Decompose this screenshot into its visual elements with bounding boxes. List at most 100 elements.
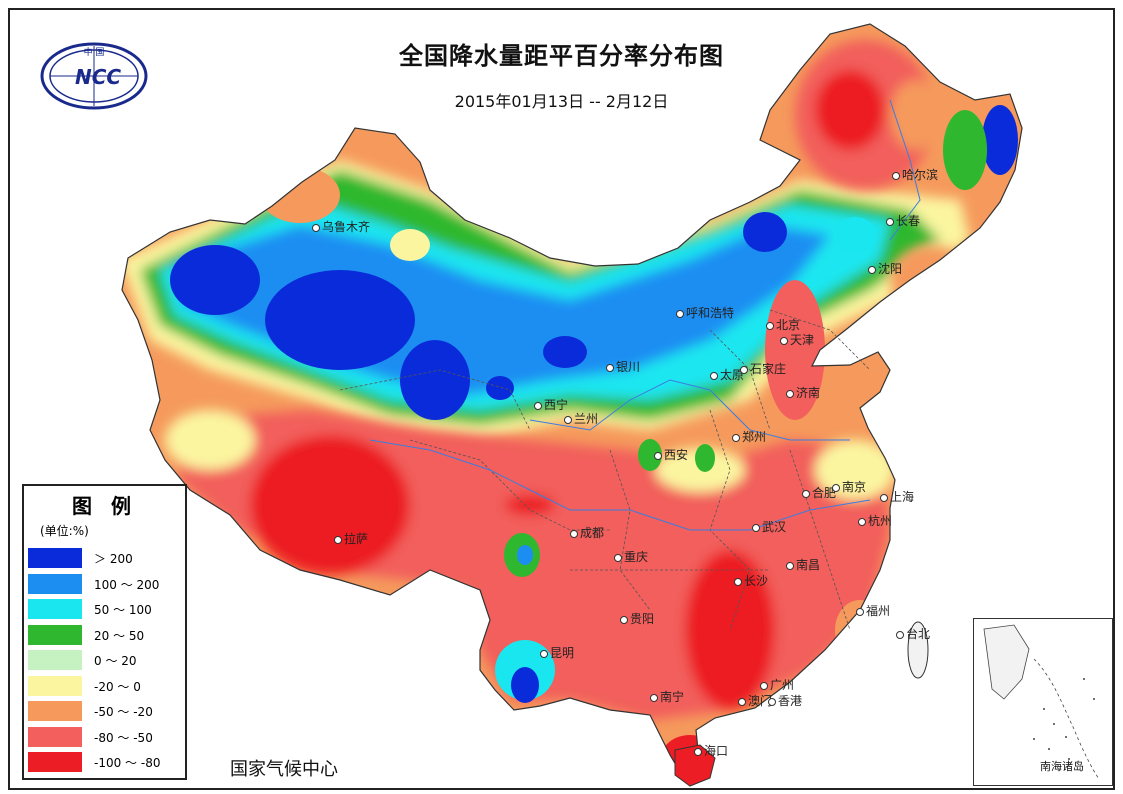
city-marker-icon xyxy=(856,607,864,616)
city-label: 长春 xyxy=(886,212,920,229)
legend-label: ＞ 200 xyxy=(94,552,133,566)
credit-text: 国家气候中心 xyxy=(230,759,338,780)
legend-item: 50 ～ 100 xyxy=(28,599,183,619)
ncc-logo: 中 国 NCC xyxy=(38,40,150,112)
city-label: 上海 xyxy=(880,488,914,505)
city-marker-icon xyxy=(752,523,760,532)
city-marker-icon xyxy=(620,615,628,624)
legend-title: 图 例 xyxy=(72,494,137,518)
city-label: 哈尔滨 xyxy=(892,166,938,183)
city-name: 沈阳 xyxy=(878,262,903,276)
map-frame xyxy=(8,8,1115,790)
city-name: 台北 xyxy=(906,627,931,641)
city-marker-icon xyxy=(654,451,662,460)
city-name: 长沙 xyxy=(744,574,769,588)
city-marker-icon xyxy=(740,365,748,374)
city-label: 杭州 xyxy=(858,512,892,529)
legend-item: -50 ～ -20 xyxy=(28,701,183,721)
city-name: 济南 xyxy=(796,386,821,400)
city-marker-icon xyxy=(334,535,342,544)
legend-swatch xyxy=(28,752,82,772)
city-marker-icon xyxy=(564,415,572,424)
legend-item: 20 ～ 50 xyxy=(28,624,183,645)
city-label: 澳门 xyxy=(738,692,772,709)
city-name: 贵阳 xyxy=(630,612,655,626)
city-marker-icon xyxy=(896,630,904,639)
city-marker-icon xyxy=(880,493,888,502)
city-label: 太原 xyxy=(710,366,744,383)
city-label: 天津 xyxy=(780,331,814,348)
city-label: 乌鲁木齐 xyxy=(312,218,370,235)
legend-swatch xyxy=(28,675,82,696)
legend-swatch xyxy=(28,650,82,670)
city-name: 兰州 xyxy=(574,412,599,426)
city-label: 兰州 xyxy=(564,410,598,427)
city-label: 拉萨 xyxy=(334,530,368,547)
svg-text:NCC: NCC xyxy=(75,65,121,89)
city-marker-icon xyxy=(802,489,810,498)
city-name: 哈尔滨 xyxy=(902,168,939,182)
rivers xyxy=(369,99,921,531)
legend-label: -100 ～ -80 xyxy=(94,756,161,770)
city-name: 广州 xyxy=(770,678,795,692)
city-name: 拉萨 xyxy=(344,532,369,546)
city-marker-icon xyxy=(760,681,768,690)
city-name: 呼和浩特 xyxy=(686,306,735,320)
city-name: 太原 xyxy=(720,368,745,382)
city-name: 南昌 xyxy=(796,558,821,572)
city-name: 天津 xyxy=(790,333,815,347)
legend-swatch xyxy=(28,573,82,594)
city-label: 郑州 xyxy=(732,428,766,445)
city-name: 郑州 xyxy=(742,430,767,444)
city-marker-icon xyxy=(738,697,746,706)
city-marker-icon xyxy=(768,697,776,706)
city-name: 香港 xyxy=(778,694,803,708)
city-name: 西宁 xyxy=(544,398,569,412)
legend: 图 例 (单位:%) ＞ 200 100 ～ 200 50 ～ 100 20 ～ 50… xyxy=(22,484,187,780)
city-name: 成都 xyxy=(580,526,605,540)
city-marker-icon xyxy=(534,401,542,410)
legend-label: -50 ～ -20 xyxy=(94,705,153,719)
city-name: 澳门 xyxy=(748,694,773,708)
legend-item: 100 ～ 200 xyxy=(28,573,183,594)
inset-label: 南海诸岛 xyxy=(1040,760,1084,773)
city-marker-icon xyxy=(540,649,548,658)
legend-item: -80 ～ -50 xyxy=(28,726,183,747)
city-marker-icon xyxy=(858,517,866,526)
legend-label: -80 ～ -50 xyxy=(94,730,153,745)
city-name: 武汉 xyxy=(762,520,787,534)
taiwan-island xyxy=(907,621,929,679)
hainan-island xyxy=(674,744,716,787)
city-name: 南京 xyxy=(842,480,867,494)
city-name: 合肥 xyxy=(812,486,837,500)
city-label: 长沙 xyxy=(734,572,768,589)
city-name: 昆明 xyxy=(550,646,575,660)
legend-item: ＞ 200 xyxy=(28,548,183,568)
city-marker-icon xyxy=(614,553,622,562)
city-marker-icon xyxy=(650,693,658,702)
city-marker-icon xyxy=(694,747,702,756)
city-label: 海口 xyxy=(694,742,728,759)
legend-unit: (单位:%) xyxy=(40,524,89,538)
city-label: 台北 xyxy=(896,625,930,642)
city-marker-icon xyxy=(732,433,740,442)
city-marker-icon xyxy=(710,371,718,380)
city-marker-icon xyxy=(786,389,794,398)
legend-label: 0 ～ 20 xyxy=(94,654,137,668)
city-label: 西安 xyxy=(654,446,688,463)
city-label: 昆明 xyxy=(540,644,574,661)
precipitation-map xyxy=(121,23,1023,787)
city-label: 武汉 xyxy=(752,518,786,535)
legend-label: -20 ～ 0 xyxy=(94,679,141,694)
legend-item: -20 ～ 0 xyxy=(28,675,183,696)
city-name: 杭州 xyxy=(868,514,893,528)
legend-swatch xyxy=(28,599,82,619)
city-name: 乌鲁木齐 xyxy=(322,220,371,234)
legend-label: 100 ～ 200 xyxy=(94,577,160,592)
city-name: 石家庄 xyxy=(750,362,787,376)
city-label: 济南 xyxy=(786,384,820,401)
city-marker-icon xyxy=(780,336,788,345)
city-label: 南京 xyxy=(832,478,866,495)
city-label: 西宁 xyxy=(534,396,568,413)
legend-swatch xyxy=(28,726,82,747)
